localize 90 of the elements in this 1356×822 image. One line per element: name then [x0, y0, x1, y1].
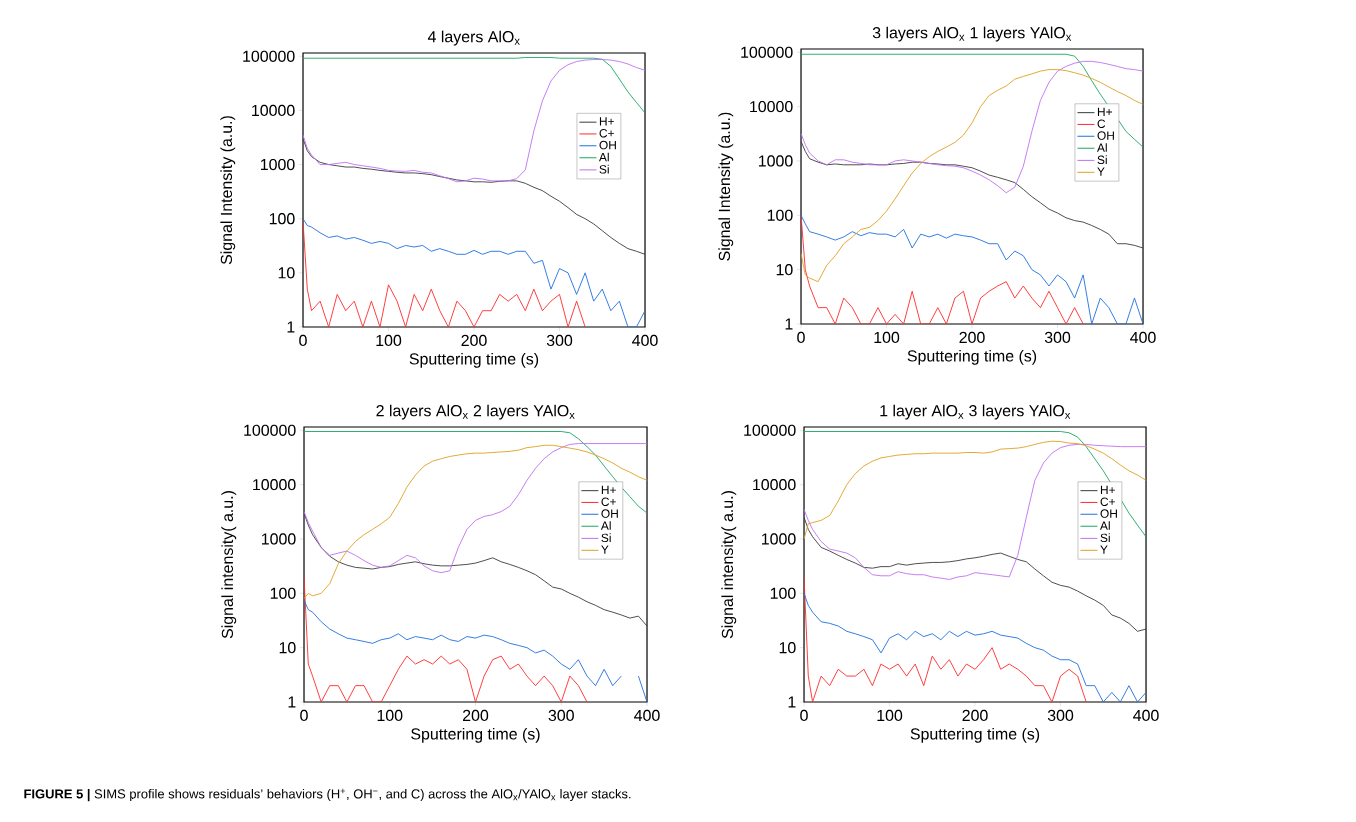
line-series	[303, 138, 646, 255]
y-tick-label: 10	[278, 267, 295, 279]
y-tick-label: 100000	[243, 50, 295, 62]
x-tick-label: 200	[962, 709, 988, 722]
y-tick-label: 100000	[741, 46, 793, 58]
line-series	[303, 218, 646, 327]
legend-label: Al	[598, 152, 609, 162]
x-axis-title: Sputtering time (s)	[907, 349, 1037, 365]
legend-label: H+	[599, 117, 614, 126]
y-tick-label: 10000	[252, 104, 295, 117]
y-tick-label: 1000	[762, 533, 796, 545]
y-tick-label: 10	[776, 264, 793, 276]
y-axis-title: Signal Intensity (a.u.)	[718, 112, 734, 261]
x-tick-label: 0	[800, 709, 808, 722]
y-tick-label: 100	[770, 587, 796, 599]
line-series	[304, 444, 648, 600]
y-tick-label: 100	[269, 213, 295, 225]
chart-title: 1 layer AlO$_{x}$ 3 layers YAlO$_{x}$	[880, 404, 1071, 420]
x-tick-label: 100	[874, 331, 900, 344]
x-tick-label: 100	[377, 709, 403, 722]
y-tick-label: 1	[288, 696, 296, 708]
y-tick-label: 100000	[744, 424, 796, 436]
x-tick-label: 400	[632, 334, 658, 347]
y-tick-label: 1	[287, 321, 295, 333]
x-tick-label: 200	[959, 331, 985, 344]
y-tick-label: 10	[279, 642, 296, 654]
x-tick-label: 100	[376, 334, 402, 347]
legend-label: C+	[601, 497, 616, 506]
legend-label: Y	[1097, 167, 1105, 176]
x-tick-label: 400	[1133, 709, 1159, 722]
y-axis-title: Signal intensity( a.u.)	[221, 491, 237, 639]
legend-label: H+	[601, 485, 616, 495]
legend-label: C+	[599, 129, 614, 138]
legend-label: Si	[601, 533, 611, 543]
y-tick-label: 10	[779, 642, 796, 654]
x-tick-label: 100	[877, 709, 903, 722]
legend-label: Si	[1097, 155, 1107, 165]
x-tick-label: 0	[299, 334, 307, 347]
y-tick-label: 1000	[261, 533, 296, 545]
y-axis-title: Signal intensity( a.u.)	[721, 491, 737, 639]
x-tick-label: 0	[300, 709, 308, 722]
line-series	[804, 576, 1087, 702]
line-series	[303, 220, 586, 327]
chart-title: 4 layers AlO$_{x}$	[427, 30, 520, 46]
legend-label: C+	[1100, 497, 1115, 506]
line-series	[304, 576, 588, 702]
x-axis-title: Sputtering time (s)	[409, 352, 539, 368]
legend-label: OH	[1100, 509, 1117, 518]
legend-label: Y	[1100, 545, 1108, 554]
text: FIGURE 5 | SIMS profile shows residuals’ behaviors (H$^{+}$, OH$^{−}$, and C) across the AlO$_{x}$/YAlO$_{x}$ layer stacks.	[24, 788, 631, 802]
line-series	[804, 516, 1147, 632]
x-tick-label: 0	[797, 331, 805, 344]
legend-label: Si	[599, 164, 609, 174]
y-tick-label: 1000	[759, 155, 793, 167]
x-tick-label: 200	[461, 334, 487, 347]
legend-label: H+	[1097, 107, 1112, 117]
legend-label: C	[1097, 119, 1106, 128]
y-tick-label: 100	[270, 587, 296, 599]
x-tick-label: 300	[548, 709, 574, 722]
y-tick-label: 1000	[260, 158, 295, 171]
y-tick-label: 10000	[753, 478, 796, 491]
legend-label: OH	[599, 140, 616, 150]
legend-label: Al	[1099, 521, 1110, 530]
y-axis-title: Signal Intensity (a.u.)	[220, 116, 236, 265]
legend-label: Al	[1096, 143, 1107, 152]
y-tick-label: 1	[785, 318, 793, 330]
y-tick-label: 10000	[253, 478, 296, 491]
line-series	[801, 214, 1144, 324]
line-series	[804, 592, 1147, 702]
y-tick-label: 100	[767, 209, 793, 221]
x-tick-label: 300	[1044, 331, 1071, 344]
legend-label: OH	[1097, 131, 1114, 140]
legend-label: Si	[1100, 533, 1110, 543]
x-axis-title: Sputtering time (s)	[910, 727, 1040, 743]
legend-label: H+	[1100, 485, 1115, 495]
chart-title: 3 layers AlO$_{x}$ 1 layers YAlO$_{x}$	[872, 26, 1072, 42]
x-tick-label: 300	[1047, 709, 1074, 722]
x-tick-label: 400	[634, 709, 660, 722]
legend-label: Al	[600, 521, 611, 530]
x-tick-label: 200	[463, 709, 489, 722]
line-series	[801, 69, 1144, 283]
x-tick-label: 400	[1130, 331, 1156, 344]
y-tick-label: 10000	[750, 100, 793, 113]
x-tick-label: 300	[546, 334, 573, 347]
legend-label: OH	[601, 509, 618, 518]
legend-label: Y	[601, 545, 609, 554]
y-tick-label: 1	[788, 696, 796, 708]
chart-title: 2 layers AlO$_{x}$ 2 layers YAlO$_{x}$	[376, 404, 575, 420]
y-tick-label: 100000	[244, 424, 296, 436]
x-axis-title: Sputtering time (s)	[411, 727, 540, 743]
